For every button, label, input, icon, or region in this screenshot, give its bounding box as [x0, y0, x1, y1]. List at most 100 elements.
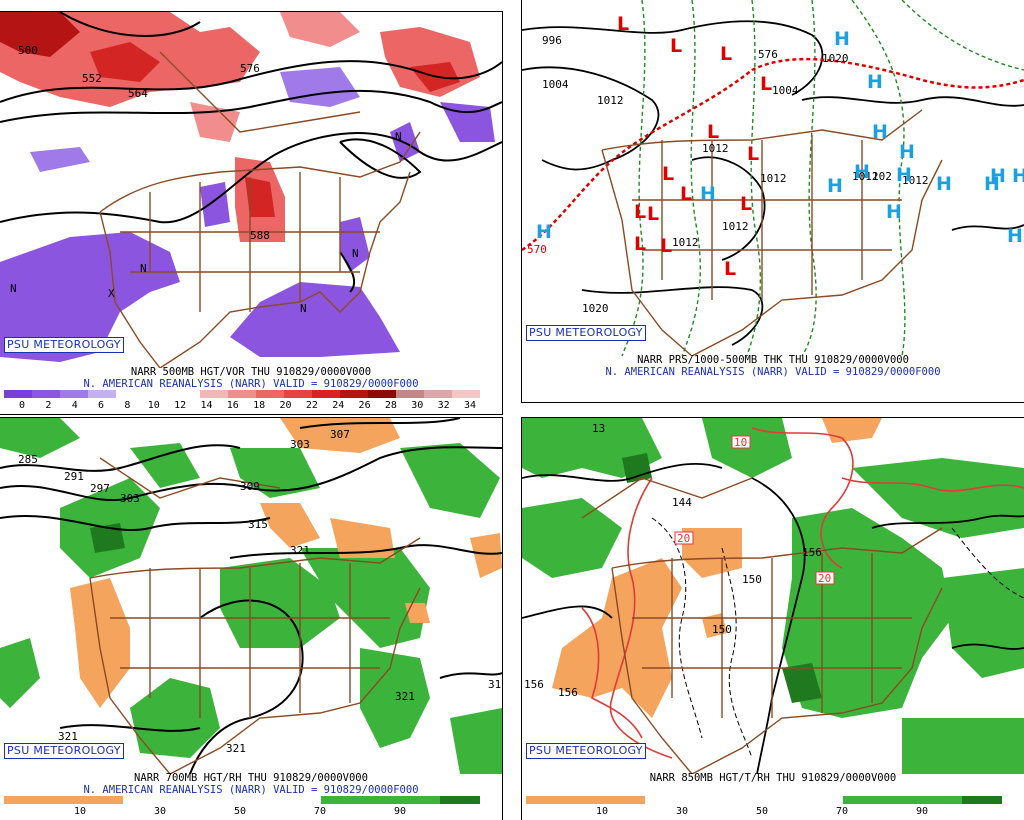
legend-tick: 20 [279, 400, 292, 411]
isobar-label: 1012 [902, 174, 929, 187]
low-pressure-symbol: L [740, 193, 752, 215]
contour-label: 291 [64, 470, 84, 483]
humidity-areas [522, 418, 1024, 774]
panel-title: NARR 500MB HGT/VOR THU 910829/0000V000 [130, 366, 372, 378]
legend-swatch [645, 796, 685, 804]
vorticity-area [0, 12, 80, 57]
high-pressure-symbol: H [1012, 165, 1024, 187]
temperature-label-box [674, 531, 694, 545]
legend-swatch [4, 390, 32, 398]
legend-tick: 24 [332, 400, 345, 411]
legend-tick: 70 [313, 806, 327, 817]
legend-tick: 0 [18, 400, 26, 411]
legend-swatch [724, 796, 765, 804]
legend-swatch [396, 390, 424, 398]
legend-swatch [340, 390, 368, 398]
legend-swatch [200, 390, 228, 398]
legend-tick: 6 [98, 400, 105, 411]
legend-tick: 22 [305, 400, 318, 411]
temperature-labels: 10 20 20 [674, 435, 835, 585]
isobar-label: 996 [542, 34, 562, 47]
legend-swatch [116, 390, 144, 398]
map-850mb: 144 150 150 156 156 156 13 10 20 20 [522, 418, 1024, 774]
legend-tick: 2 [45, 400, 52, 411]
legend-tick: 16 [226, 400, 239, 411]
political-borders [89, 457, 421, 774]
legend-tick: 90 [393, 806, 407, 817]
panel-title: NARR 850MB HGT/T/RH THU 910829/0000V000 [649, 772, 897, 784]
legend-swatch [228, 390, 256, 398]
legend-tick: 12 [174, 400, 187, 411]
isobar-label: 1020 [582, 302, 609, 315]
legend-swatch [172, 390, 200, 398]
thickness-contours [621, 0, 1024, 356]
vorticity-legend-ticks: 0 2 4 6 8 10 12 14 16 18 20 22 24 26 28 30 32 34 [4, 400, 480, 412]
isobar-label: 102 [872, 170, 892, 183]
temperature-label-box [815, 571, 835, 585]
legend-tick: 14 [200, 400, 213, 411]
legend-swatch [144, 390, 172, 398]
legend-tick: 28 [384, 400, 397, 411]
legend-tick: 8 [124, 400, 131, 411]
legend-swatch [281, 796, 322, 804]
vorticity-area [190, 102, 240, 142]
high-pressure-symbol: H [984, 173, 1000, 195]
panel-500mb: PSU METEOROLOGY NARR 500MB HGT/VOR THU 9… [0, 11, 503, 415]
legend-tick: 4 [71, 400, 78, 411]
vorticity-area [90, 42, 160, 82]
panel-title: NARR PRS/1000-500MB THK THU 910829/0000V… [637, 354, 909, 366]
low-pressure-symbol: L [724, 258, 736, 280]
legend-swatch [4, 796, 44, 804]
legend-swatch [368, 390, 396, 398]
legend-tick: 30 [411, 400, 424, 411]
humidity-legend [526, 796, 1003, 804]
legend-swatch [202, 796, 243, 804]
legend-tick: 34 [463, 400, 477, 411]
legend-swatch [32, 390, 60, 398]
isobar-label: 1012 [852, 170, 879, 183]
contour-label: 321 [58, 730, 78, 743]
legend-tick: 10 [147, 400, 160, 411]
legend-swatch [452, 390, 480, 398]
legend-swatch [242, 796, 282, 804]
legend-tick: 30 [153, 806, 167, 817]
legend-swatch [526, 796, 566, 804]
vorticity-legend [4, 390, 480, 398]
political-borders [601, 109, 943, 356]
map-500mb [0, 12, 502, 368]
vorticity-area [0, 232, 180, 362]
legend-tick: 50 [233, 806, 247, 817]
legend-tick: 30 [675, 806, 689, 817]
panel-thickness: 996 1004 1012 1012 1012 1012 1020 1020 1004 1012 1… [521, 0, 1024, 403]
political-borders [581, 477, 943, 774]
vorticity-area [200, 182, 230, 227]
legend-tick: 18 [253, 400, 266, 411]
legend-swatch [256, 390, 284, 398]
contour-label: 156 [524, 678, 544, 691]
contour-label: 297 [90, 482, 110, 495]
panel-subtitle: N. AMERICAN REANALYSIS (NARR) VALID = 91… [605, 366, 941, 378]
thickness-570-line [522, 57, 1024, 252]
thickness-label: 576 [758, 48, 778, 61]
high-pressure-symbol: H [1007, 225, 1023, 247]
high-pressure-symbol: H [886, 201, 902, 223]
temperature-red-contours [581, 427, 1024, 759]
low-pressure-symbol: L [747, 143, 759, 165]
contour-label: 307 [330, 428, 350, 441]
isobar-label: 1012 [722, 220, 749, 233]
brand-label: PSU METEOROLOGY [4, 337, 124, 353]
legend-swatch [843, 796, 884, 804]
isobar-label: 1020 [822, 52, 849, 65]
high-pressure-symbol: H [854, 161, 870, 183]
contour-label: 156 [802, 546, 822, 559]
legend-swatch [883, 796, 923, 804]
low-pressure-symbol: L [647, 203, 659, 225]
legend-tick: 70 [835, 806, 849, 817]
vorticity-area [30, 147, 90, 172]
high-pressure-symbol: H [872, 121, 888, 143]
legend-tick: 10 [595, 806, 609, 817]
high-pressure-symbol: H [990, 165, 1006, 187]
vorticity-area [280, 12, 360, 47]
